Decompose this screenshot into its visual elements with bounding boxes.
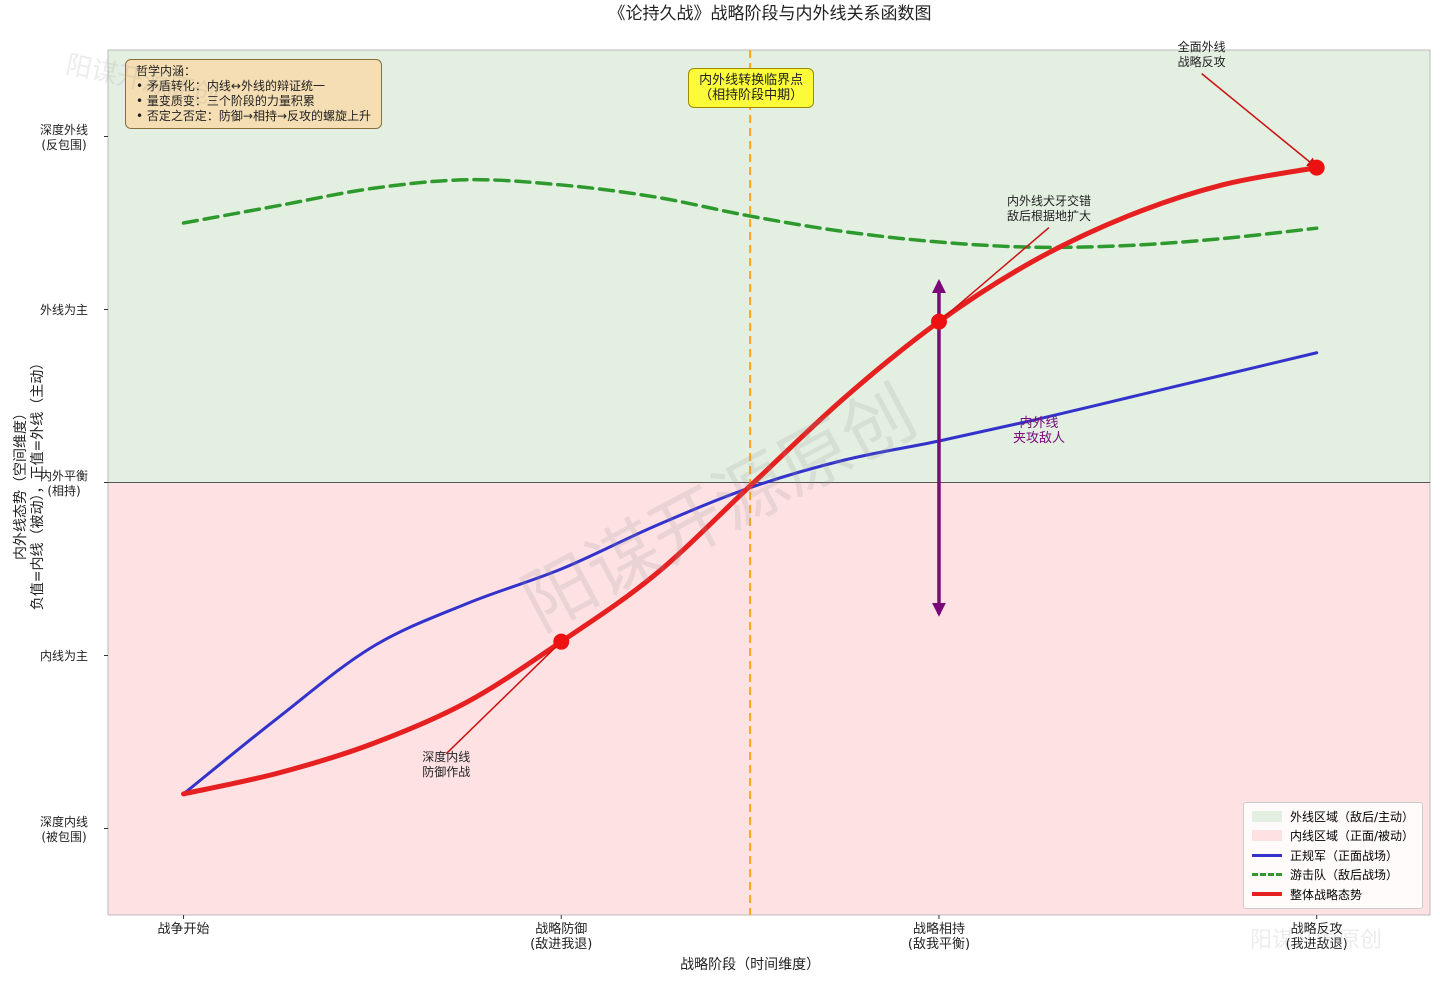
key-point [930,313,947,330]
x-axis-label: 战略阶段（时间维度） [680,957,821,973]
watermark: 阳谋开源原创 [1250,928,1383,953]
legend-swatch [1251,892,1282,897]
legend-entry: 内线区域（正面/被动） [1251,826,1414,846]
annotation: 深度内线 防御作战 [422,749,471,779]
y-axis-label: 内外线态势（空间维度） 负值=内线（被动），正值=外线（主动） [13,355,46,610]
legend-swatch [1251,810,1282,822]
series-line [181,177,1319,250]
legend-entry: 外线区域（敌后/主动） [1251,807,1414,827]
annotation: 全面外线 战略反攻 [1177,39,1226,69]
y-tick-label: 外线为主 [39,303,88,317]
x-tick-label: 战争开始 [157,922,210,937]
x-tick-label: 战略反攻 (我进敌退) [1285,922,1348,952]
arrow-label: 内外线 夹攻敌人 [1012,415,1065,446]
critical-label: 内外线转换临界点 （相持阶段中期） [688,68,815,108]
x-tick-label: 战略防御 (敌进我退) [530,922,593,952]
series-line [181,165,1320,797]
y-tick-label: 深度外线 (反包围) [39,122,88,152]
y-tick-label: 内外平衡 (相持) [39,468,88,498]
legend-entry: 游击队（敌后战场） [1251,865,1414,885]
legend-label: 游击队（敌后战场） [1289,868,1398,883]
legend-label: 整体战略态势 [1289,887,1362,902]
legend-label: 正规军（正面战场） [1289,848,1398,863]
philosophy-item: • 否定之否定：防御→相持→反攻的螺旋上升 [136,109,372,123]
legend-swatch [1251,873,1282,877]
annotation-arrow [445,641,562,755]
legend-label: 外线区域（敌后/主动） [1289,809,1414,824]
annotation: 内外线犬牙交错 敌后根据地扩大 [1006,193,1091,223]
philosophy-box: 哲学内涵： • 矛盾转化：内线↔外线的辩证统一 • 量变质变：三个阶段的力量积累 • … [125,59,383,129]
legend-entry: 整体战略态势 [1251,885,1414,905]
philosophy-item: • 量变质变：三个阶段的力量积累 [136,94,315,108]
legend-entry: 正规军（正面战场） [1251,846,1414,866]
philosophy-title: 哲学内涵： [136,64,197,78]
key-point [1308,159,1325,176]
region [108,482,1430,915]
annotation-arrow [1201,73,1318,169]
series-line [182,351,1319,796]
y-tick-label: 深度内线 (被包围) [39,814,88,844]
philosophy-item: • 矛盾转化：内线↔外线的辩证统一 [136,79,325,93]
annotation-arrow [938,227,1050,323]
legend: 外线区域（敌后/主动） 内线区域（正面/被动） 正规军（正面战场） 游击队（敌后战场）… [1242,801,1423,909]
legend-label: 内线区域（正面/被动） [1289,829,1414,844]
x-tick-label: 战略相持 (敌我平衡) [907,922,971,952]
legend-swatch [1251,853,1282,857]
y-tick-label: 内线为主 [39,649,88,663]
key-point [553,633,570,650]
legend-swatch [1251,830,1282,842]
chart-title: 《论持久战》战略阶段与内外线关系函数图 [608,4,932,24]
